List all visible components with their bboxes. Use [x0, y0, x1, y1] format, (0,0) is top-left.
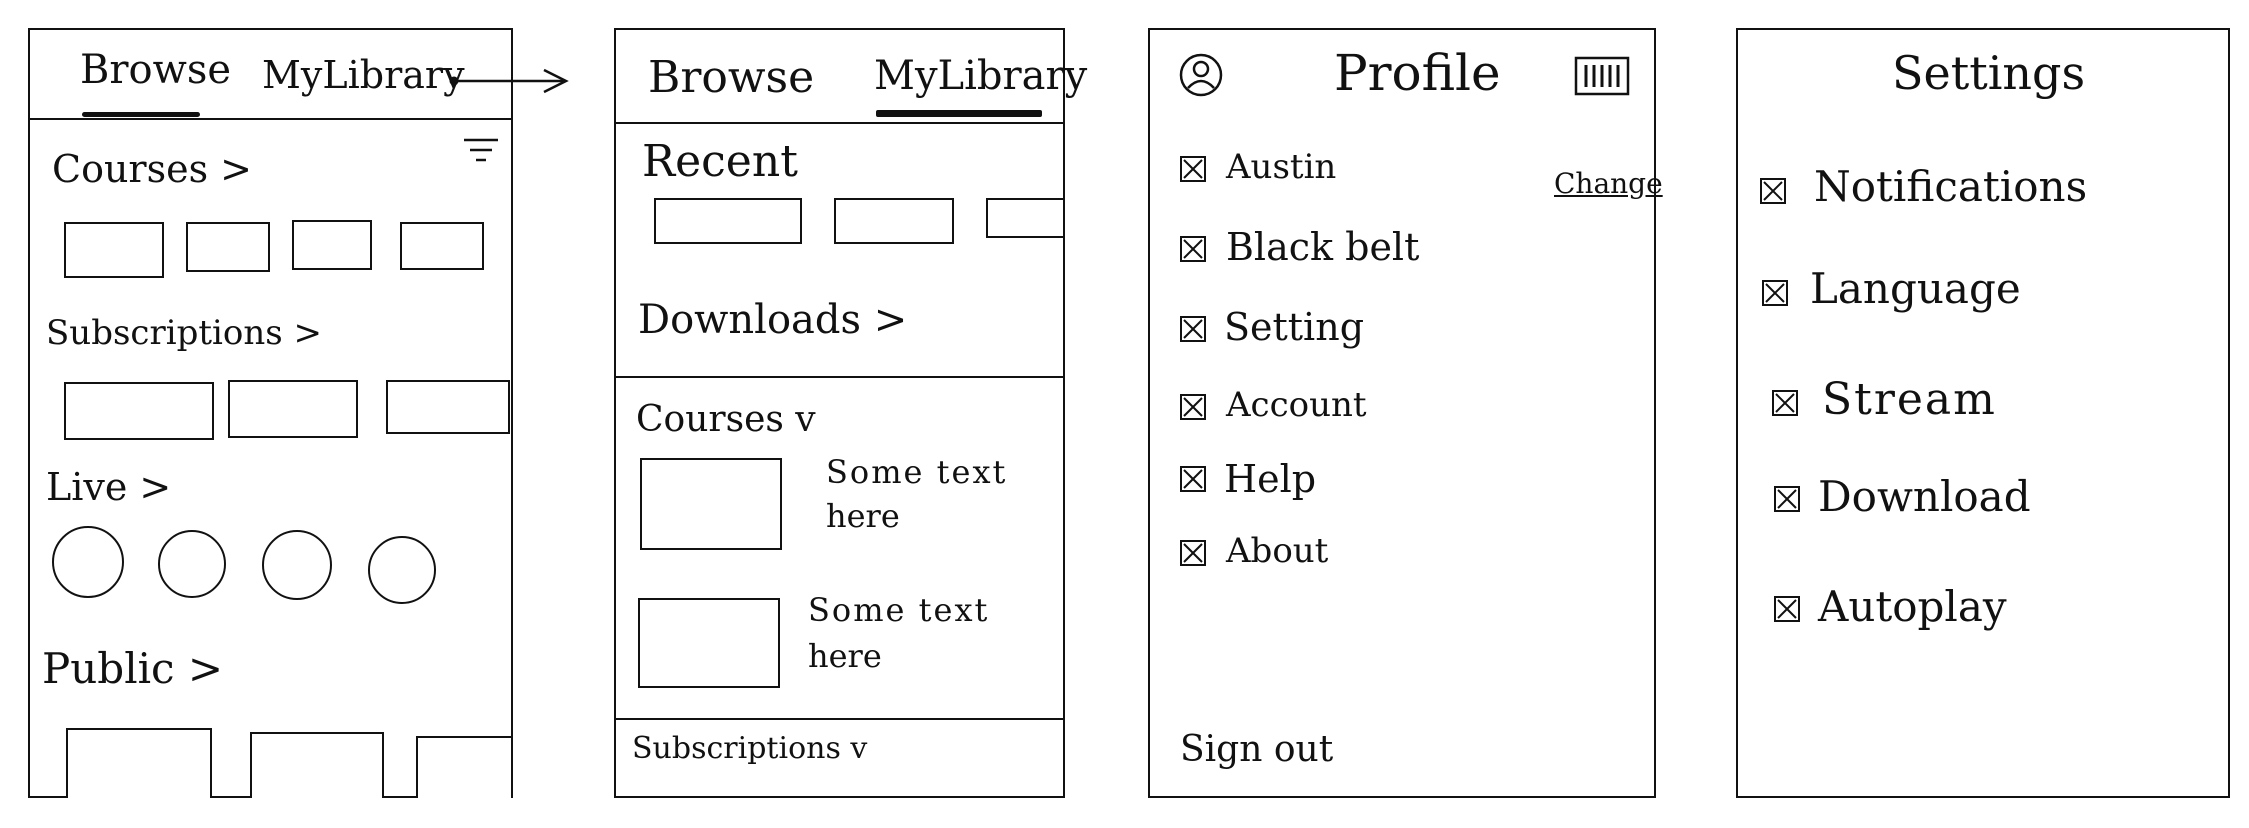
section-courses[interactable]: Courses v	[636, 399, 816, 440]
checkbox[interactable]	[1180, 540, 1206, 566]
profile-item-label[interactable]: Setting	[1224, 305, 1365, 349]
checkbox-x-icon	[1183, 159, 1203, 179]
settings-screen: Settings Notifications Language Stream D…	[1736, 28, 2230, 798]
course-item-text: Some text	[808, 591, 990, 629]
tab-browse[interactable]: Browse	[80, 47, 232, 93]
course-item-text: here	[826, 497, 900, 535]
tab-browse[interactable]: Browse	[648, 52, 815, 103]
section-divider	[616, 376, 1063, 378]
setting-item-label[interactable]: Stream	[1822, 374, 1997, 425]
section-divider	[616, 718, 1063, 720]
filter-icon[interactable]	[462, 136, 500, 166]
checkbox[interactable]	[1180, 466, 1206, 492]
checkbox[interactable]	[1180, 394, 1206, 420]
browse-screen: Browse MyLibrary Courses > Subscriptions…	[28, 28, 513, 798]
section-public[interactable]: Public >	[42, 644, 224, 693]
recent-card[interactable]	[834, 198, 954, 244]
live-avatar[interactable]	[158, 530, 226, 598]
tab-bar-divider	[30, 118, 511, 120]
checkbox-x-icon	[1775, 393, 1795, 413]
section-courses[interactable]: Courses >	[52, 147, 253, 191]
section-subscriptions[interactable]: Subscriptions v	[632, 731, 868, 766]
course-item-thumbnail[interactable]	[638, 598, 780, 688]
subscription-card[interactable]	[386, 380, 510, 434]
flow-arrow	[449, 68, 569, 94]
profile-item-label[interactable]: About	[1226, 531, 1329, 571]
live-avatar[interactable]	[368, 536, 436, 604]
live-avatar[interactable]	[52, 526, 124, 598]
course-item-thumbnail[interactable]	[640, 458, 782, 550]
tab-mylibrary[interactable]: MyLibrary	[874, 53, 1088, 99]
profile-item-label[interactable]: Account	[1226, 385, 1367, 425]
checkbox-x-icon	[1777, 599, 1797, 619]
tab-bar-divider	[616, 122, 1063, 124]
course-card[interactable]	[64, 222, 164, 278]
checkbox-x-icon	[1183, 319, 1203, 339]
checkbox-x-icon	[1763, 181, 1783, 201]
checkbox[interactable]	[1774, 596, 1800, 622]
recent-card[interactable]	[654, 198, 802, 244]
public-card[interactable]	[250, 732, 384, 798]
checkbox-x-icon	[1765, 283, 1785, 303]
sign-out-button[interactable]: Sign out	[1180, 729, 1334, 770]
section-subscriptions[interactable]: Subscriptions >	[46, 313, 322, 353]
setting-item-label[interactable]: Notifications	[1814, 162, 2088, 211]
profile-item-label[interactable]: Black belt	[1226, 225, 1420, 269]
tab-browse-underline	[82, 112, 200, 117]
page-title: Settings	[1892, 46, 2086, 100]
checkbox[interactable]	[1762, 280, 1788, 306]
page-title: Profile	[1334, 44, 1501, 102]
checkbox[interactable]	[1760, 178, 1786, 204]
setting-item-label[interactable]: Autoplay	[1818, 582, 2007, 631]
section-recent[interactable]: Recent	[642, 136, 798, 187]
checkbox-x-icon	[1183, 543, 1203, 563]
checkbox[interactable]	[1180, 316, 1206, 342]
tab-mylibrary[interactable]: MyLibrary	[262, 53, 465, 97]
checkbox[interactable]	[1772, 390, 1798, 416]
avatar-icon[interactable]	[1178, 52, 1224, 98]
profile-item-label[interactable]: Austin	[1226, 147, 1337, 187]
checkbox-x-icon	[1183, 469, 1203, 489]
course-card[interactable]	[292, 220, 372, 270]
checkbox-x-icon	[1183, 397, 1203, 417]
setting-item-label[interactable]: Download	[1818, 472, 2031, 521]
public-card[interactable]	[66, 728, 212, 798]
checkbox[interactable]	[1180, 236, 1206, 262]
checkbox-x-icon	[1183, 239, 1203, 259]
course-item-text: here	[808, 637, 882, 675]
course-card[interactable]	[400, 222, 484, 270]
barcode-icon[interactable]	[1574, 56, 1630, 96]
section-downloads[interactable]: Downloads >	[638, 297, 908, 343]
profile-item-label[interactable]: Help	[1224, 457, 1317, 501]
setting-item-label[interactable]: Language	[1810, 264, 2021, 313]
course-item-text: Some text	[826, 453, 1008, 491]
subscription-card[interactable]	[228, 380, 358, 438]
change-link[interactable]: Change	[1554, 167, 1663, 200]
tab-mylibrary-underline	[876, 110, 1042, 117]
checkbox-x-icon	[1777, 489, 1797, 509]
library-screen: Browse MyLibrary Recent Downloads > Cour…	[614, 28, 1087, 798]
checkbox[interactable]	[1180, 156, 1206, 182]
live-avatar[interactable]	[262, 530, 332, 600]
checkbox[interactable]	[1774, 486, 1800, 512]
section-live[interactable]: Live >	[46, 465, 172, 509]
public-card[interactable]	[416, 736, 511, 798]
profile-screen: Profile Austin Change Black belt Setting…	[1148, 28, 1663, 798]
recent-card[interactable]	[986, 198, 1063, 238]
subscription-card[interactable]	[64, 382, 214, 440]
course-card[interactable]	[186, 222, 270, 272]
